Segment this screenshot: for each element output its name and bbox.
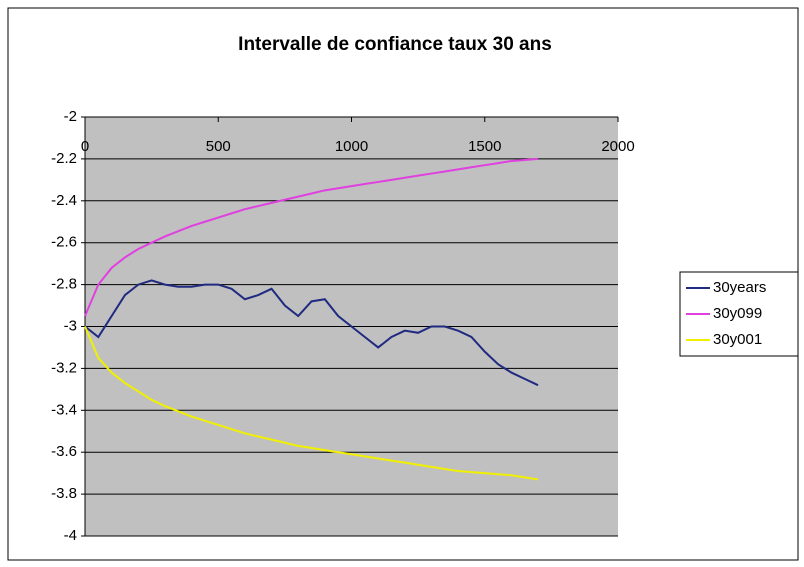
y-tick-label: -2.2 [51,150,77,167]
y-tick-label: -2.4 [51,192,77,209]
y-tick-label: -3 [64,317,77,334]
y-tick-label: -3.4 [51,401,77,418]
y-tick-label: -2 [64,108,77,125]
legend-label: 30y001 [713,331,762,348]
legend-label: 30y099 [713,305,762,322]
x-tick-label: 1500 [468,138,501,155]
series-line [84,157,539,317]
y-tick-label: -3.2 [51,359,77,376]
y-tick-label: -4 [64,527,77,544]
legend-label: 30years [713,279,766,296]
y-tick-label: -2.6 [51,234,77,251]
x-tick-label: 1000 [335,138,368,155]
x-tick-label: 500 [206,138,231,155]
y-tick-label: -2.8 [51,276,77,293]
y-tick-label: -3.6 [51,443,77,460]
x-tick-label: 0 [81,138,89,155]
series-line [84,326,539,481]
y-tick-label: -3.8 [51,485,77,502]
x-tick-label: 2000 [601,138,634,155]
series-line [84,279,539,387]
chart-title: Intervalle de confiance taux 30 ans [238,34,552,55]
